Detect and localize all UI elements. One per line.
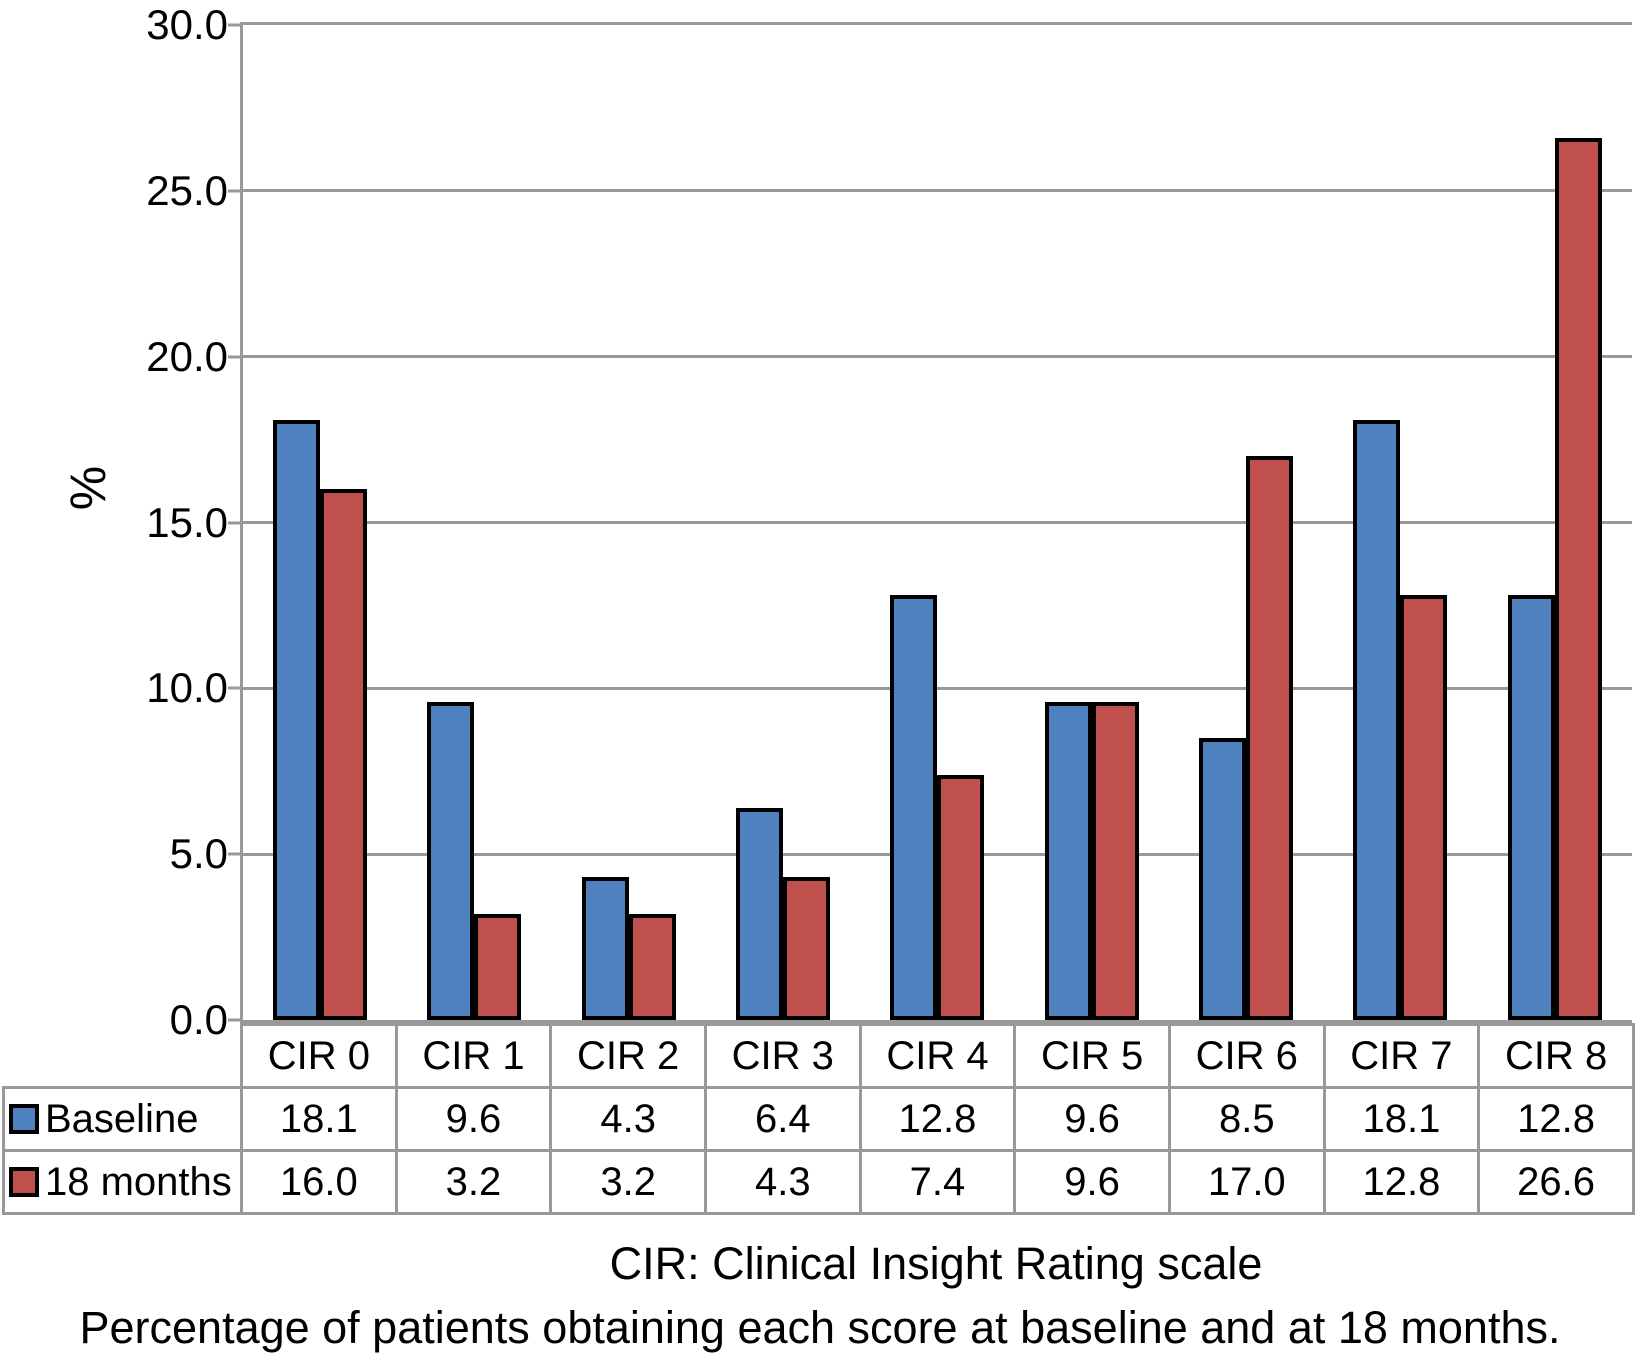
bar-baseline bbox=[1507, 595, 1555, 1020]
value-cell: 9.6 bbox=[394, 1086, 553, 1152]
legend-cell: Baseline bbox=[2, 1086, 243, 1152]
bar-group-cir-0 bbox=[243, 25, 397, 1020]
legend-inner: 18 months bbox=[7, 1159, 239, 1205]
bar-18-months bbox=[1554, 137, 1602, 1020]
bar-baseline bbox=[890, 595, 938, 1020]
bar-group-cir-6 bbox=[1169, 25, 1323, 1020]
value-cell: 16.0 bbox=[240, 1149, 398, 1215]
value-cell: 7.4 bbox=[858, 1149, 1017, 1215]
bar-18-months bbox=[1246, 456, 1294, 1020]
y-tick-mark bbox=[228, 23, 240, 27]
bar-group-cir-1 bbox=[397, 25, 551, 1020]
value-cell: 18.1 bbox=[240, 1086, 398, 1152]
bar-group-cir-8 bbox=[1478, 25, 1632, 1020]
y-tick-label: 5.0 bbox=[169, 830, 228, 878]
legend-label: 18 months bbox=[45, 1159, 232, 1204]
category-header-cell: CIR 8 bbox=[1477, 1023, 1635, 1089]
bar-group-cir-7 bbox=[1323, 25, 1477, 1020]
plot-area bbox=[240, 22, 1632, 1023]
bar-18-months bbox=[783, 877, 831, 1020]
category-header-cell: CIR 4 bbox=[858, 1023, 1017, 1089]
bar-baseline bbox=[1199, 738, 1247, 1020]
category-header-cell: CIR 0 bbox=[240, 1023, 398, 1089]
bar-group-cir-2 bbox=[552, 25, 706, 1020]
y-tick-label: 0.0 bbox=[169, 996, 228, 1043]
y-tick-label: 15.0 bbox=[146, 498, 228, 546]
bar-baseline bbox=[581, 877, 629, 1020]
value-cell: 26.6 bbox=[1477, 1149, 1635, 1215]
series-row-18-months: 18 months 16.0 3.2 3.2 4.3 7.4 9.6 17.0 12.8 26.6 bbox=[2, 1149, 1635, 1215]
category-header-cell: CIR 1 bbox=[394, 1023, 553, 1089]
category-header-row: CIR 0 CIR 1 CIR 2 CIR 3 CIR 4 CIR 5 CIR 6 CIR 7… bbox=[4, 1023, 1635, 1089]
y-tick-mark bbox=[228, 521, 240, 524]
bar-baseline bbox=[427, 701, 475, 1020]
category-header-cell: CIR 2 bbox=[549, 1023, 707, 1089]
value-cell: 18.1 bbox=[1322, 1086, 1481, 1152]
y-tick-label: 10.0 bbox=[146, 664, 228, 712]
gridline bbox=[243, 189, 1632, 193]
bar-group-cir-5 bbox=[1015, 25, 1169, 1020]
value-cell: 12.8 bbox=[1477, 1086, 1635, 1152]
y-tick-mark bbox=[228, 189, 240, 193]
data-table: CIR 0 CIR 1 CIR 2 CIR 3 CIR 4 CIR 5 CIR 6 CIR 7… bbox=[2, 1023, 1635, 1215]
gridline bbox=[243, 355, 1632, 359]
series-row-baseline: Baseline 18.1 9.6 4.3 6.4 12.8 9.6 8.5 18.1 12.8 bbox=[2, 1086, 1635, 1152]
legend-swatch-18-months bbox=[9, 1167, 39, 1197]
caption-abbreviation: CIR: Clinical Insight Rating scale bbox=[609, 1238, 1263, 1289]
value-cell: 9.6 bbox=[1013, 1086, 1171, 1152]
legend-inner: Baseline bbox=[7, 1096, 239, 1142]
value-cell: 4.3 bbox=[549, 1086, 707, 1152]
value-cell: 8.5 bbox=[1167, 1086, 1326, 1152]
bar-group-cir-4 bbox=[860, 25, 1014, 1020]
bar-18-months bbox=[320, 489, 368, 1020]
legend-cell: 18 months bbox=[2, 1149, 243, 1215]
caption-description: Percentage of patients obtaining each sc… bbox=[79, 1302, 1561, 1353]
legend-swatch-baseline bbox=[9, 1104, 39, 1134]
category-header-cell: CIR 7 bbox=[1322, 1023, 1481, 1089]
bar-group-cir-3 bbox=[706, 25, 860, 1020]
y-tick-label: 20.0 bbox=[146, 332, 228, 380]
y-tick-mark bbox=[228, 686, 240, 690]
value-cell: 12.8 bbox=[1322, 1149, 1481, 1215]
gridline bbox=[243, 686, 1632, 690]
y-tick-label: 30.0 bbox=[146, 1, 228, 48]
bar-18-months bbox=[1400, 595, 1448, 1020]
value-cell: 4.3 bbox=[703, 1149, 862, 1215]
value-cell: 3.2 bbox=[549, 1149, 707, 1215]
bar-baseline bbox=[273, 419, 321, 1020]
legend-label: Baseline bbox=[45, 1096, 199, 1141]
table-body: CIR 0 CIR 1 CIR 2 CIR 3 CIR 4 CIR 5 CIR 6 CIR 7… bbox=[2, 1023, 1635, 1215]
y-tick-mark bbox=[228, 355, 240, 359]
bar-18-months bbox=[474, 913, 522, 1020]
bar-baseline bbox=[736, 807, 784, 1020]
value-cell: 17.0 bbox=[1167, 1149, 1326, 1215]
value-cell: 9.6 bbox=[1013, 1149, 1171, 1215]
bar-18-months bbox=[1091, 701, 1139, 1020]
bar-baseline bbox=[1044, 701, 1092, 1020]
y-tick-mark bbox=[228, 852, 240, 856]
category-header-cell: CIR 3 bbox=[703, 1023, 862, 1089]
category-header-cell: CIR 5 bbox=[1013, 1023, 1171, 1089]
bar-baseline bbox=[1353, 419, 1401, 1020]
bar-18-months bbox=[937, 774, 985, 1020]
gridline bbox=[243, 521, 1632, 524]
value-cell: 3.2 bbox=[394, 1149, 553, 1215]
category-header-cell: CIR 6 bbox=[1167, 1023, 1326, 1089]
bar-18-months bbox=[628, 913, 676, 1020]
y-tick-mark bbox=[228, 1018, 240, 1022]
y-tick-label: 25.0 bbox=[146, 166, 228, 214]
value-cell: 6.4 bbox=[703, 1086, 862, 1152]
value-cell: 12.8 bbox=[858, 1086, 1017, 1152]
